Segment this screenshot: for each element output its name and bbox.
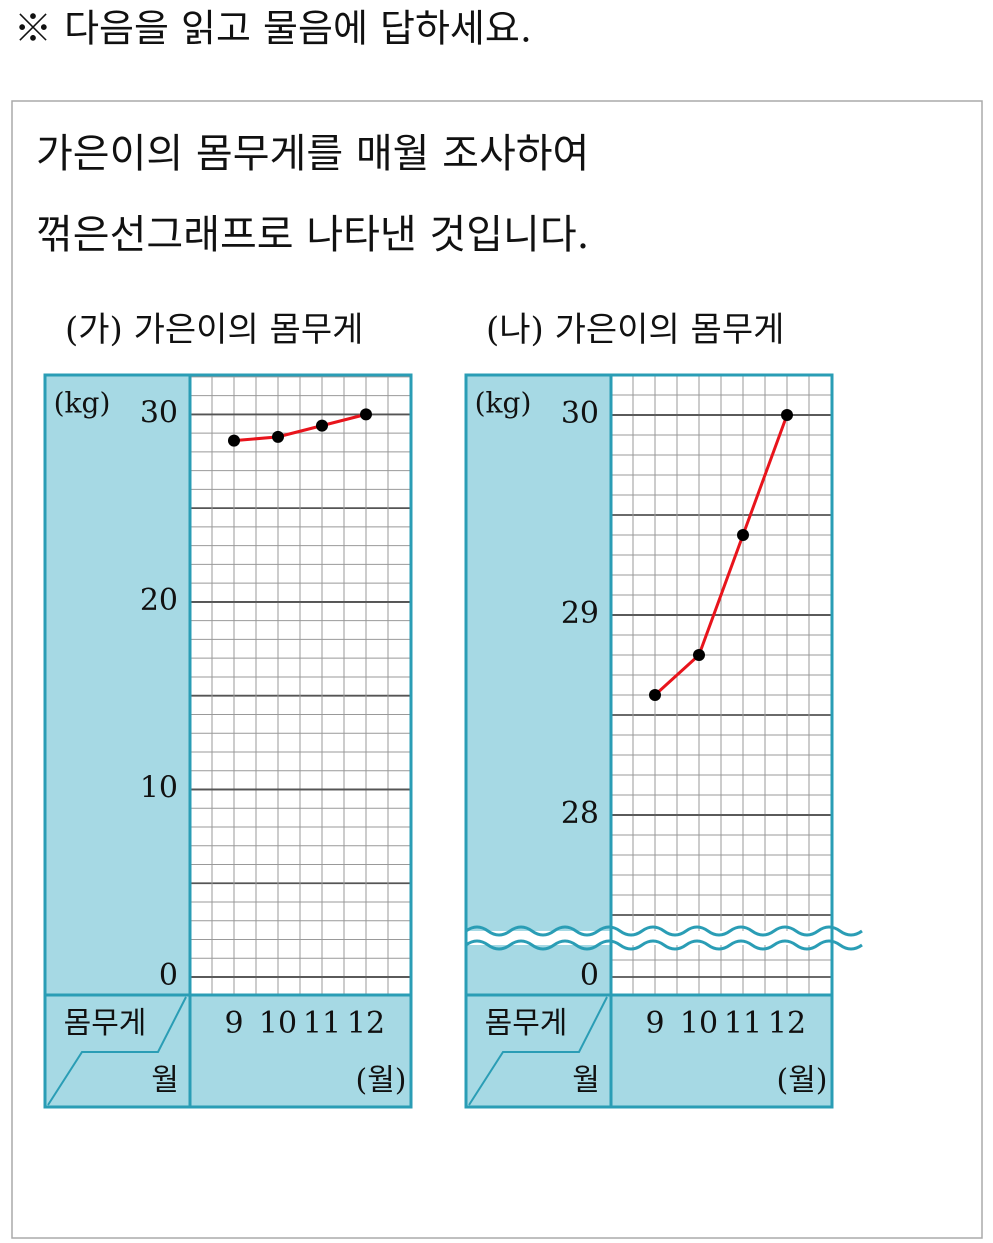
x-tick-label: 12 [347,1006,385,1041]
row-label: 몸무게 [485,1006,568,1041]
y-tick-label: 30 [140,395,178,430]
y-tick-label: 29 [561,596,599,631]
x-tick-label: 10 [680,1006,718,1041]
y-tick-label: 0 [580,958,599,993]
row-label: 몸무게 [64,1006,147,1041]
passage-line: 꺾은선그래프로 나타낸 것입니다. [36,212,589,258]
data-point [781,409,793,421]
y-tick-label: 28 [561,796,599,831]
data-point [649,689,661,701]
chart-title: (나) 가은이의 몸무게 [486,310,784,350]
y-unit-label: (kg) [475,387,532,420]
x-unit-label: (월) [355,1063,406,1098]
y-tick-label: 20 [140,583,178,618]
axis-break [465,925,863,937]
column-label: 월 [572,1063,600,1098]
passage-line: 가은이의 몸무게를 매월 조사하여 [36,131,589,177]
data-point [272,430,284,443]
chart-title: (가) 가은이의 몸무게 [65,310,363,350]
x-unit-label: (월) [776,1063,827,1098]
column-label: 월 [151,1063,179,1098]
data-point [360,408,372,421]
x-tick-label: 12 [768,1006,806,1041]
data-point [228,434,240,447]
y-tick-label: 10 [140,770,178,805]
x-tick-label: 11 [303,1006,341,1041]
header-slash [47,996,187,1106]
data-point [316,419,328,432]
problem-box [11,100,983,1239]
axis-break [465,939,863,951]
data-point [737,529,749,541]
y-tick-label: 30 [561,396,599,431]
data-line [233,412,367,443]
instruction: ※ 다음을 읽고 물음에 답하세요. [14,7,532,51]
y-panel [45,375,190,995]
x-tick-label: 9 [645,1006,664,1041]
x-tick-label: 10 [259,1006,297,1041]
data-line [653,414,789,697]
data-point [693,649,705,661]
y-panel [466,375,611,995]
frame [43,373,413,1109]
header-slash [468,996,608,1106]
x-tick-label: 11 [724,1006,762,1041]
y-tick-label: 0 [159,958,178,993]
y-unit-label: (kg) [54,387,111,420]
x-tick-label: 9 [224,1006,243,1041]
frame [464,373,834,1109]
